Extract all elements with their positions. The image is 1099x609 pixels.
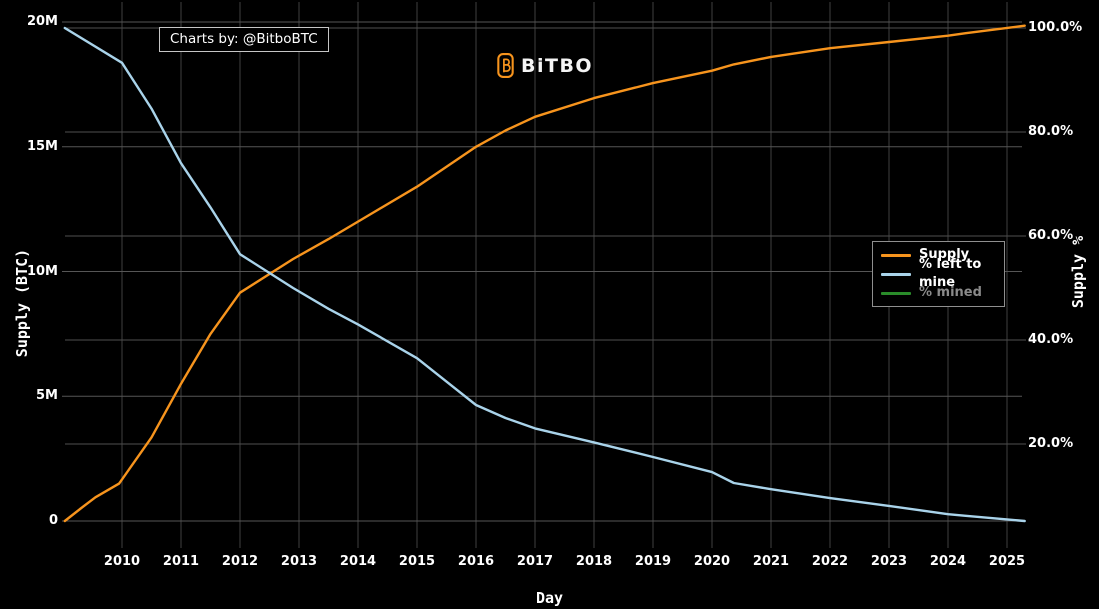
x-tick-label: 2018 bbox=[575, 554, 613, 569]
x-tick-label: 2021 bbox=[752, 554, 790, 569]
legend-swatch bbox=[881, 272, 911, 276]
watermark-badge: Charts by: @BitboBTC bbox=[159, 27, 329, 52]
x-tick-label: 2011 bbox=[162, 554, 200, 569]
legend-item-left-to-mine[interactable]: % left to mine bbox=[873, 257, 1004, 290]
x-tick-label: 2023 bbox=[870, 554, 908, 569]
legend-swatch bbox=[881, 253, 911, 257]
legend-item-supply[interactable]: Supply bbox=[873, 246, 1004, 264]
x-tick-label: 2020 bbox=[693, 554, 731, 569]
x-tick-label: 2019 bbox=[634, 554, 672, 569]
legend-label: % left to mine bbox=[919, 257, 982, 290]
x-tick-label: 2014 bbox=[339, 554, 377, 569]
x-tick-label: 2017 bbox=[516, 554, 554, 569]
y-right-tick-label: 60.0% bbox=[1028, 228, 1074, 243]
x-tick-label: 2016 bbox=[457, 554, 495, 569]
legend-label: % mined bbox=[919, 285, 982, 300]
x-tick-label: 2024 bbox=[929, 554, 967, 569]
legend-label: Supply bbox=[919, 247, 970, 262]
y-left-tick-label: 10M bbox=[26, 263, 58, 279]
x-tick-label: 2012 bbox=[221, 554, 259, 569]
bitbo-b-icon bbox=[497, 53, 514, 78]
y-right-tick-label: 20.0% bbox=[1028, 436, 1074, 451]
x-tick-label: 2022 bbox=[811, 554, 849, 569]
y-right-tick-label: 100.0% bbox=[1028, 20, 1083, 35]
x-tick-label: 2025 bbox=[988, 554, 1026, 569]
y-right-tick-label: 80.0% bbox=[1028, 124, 1074, 139]
pct-left-to-mine-line bbox=[63, 26, 1026, 523]
supply-line bbox=[63, 24, 1026, 523]
y-left-tick-label: 15M bbox=[26, 138, 58, 154]
x-tick-label: 2015 bbox=[398, 554, 436, 569]
legend-swatch bbox=[881, 291, 911, 295]
legend-item-mined[interactable]: % mined bbox=[873, 284, 1004, 302]
y-left-axis-title: Supply (BTC) bbox=[13, 248, 31, 358]
x-axis-title: Day bbox=[535, 589, 564, 607]
x-tick-label: 2013 bbox=[280, 554, 318, 569]
x-tick-label: 2010 bbox=[103, 554, 141, 569]
bitbo-logo-text: BiTBO bbox=[521, 54, 594, 77]
y-left-tick-label: 0 bbox=[48, 513, 58, 528]
watermark-text: Charts by: @BitboBTC bbox=[170, 31, 318, 47]
legend: Supply% left to mine% mined bbox=[872, 241, 1005, 307]
y-left-tick-label: 5M bbox=[36, 388, 58, 404]
bitbo-logo: BiTBO bbox=[497, 52, 593, 79]
y-right-tick-label: 40.0% bbox=[1028, 332, 1074, 347]
y-right-axis-title: Supply % bbox=[1069, 235, 1087, 309]
y-left-tick-label: 20M bbox=[26, 14, 58, 29]
